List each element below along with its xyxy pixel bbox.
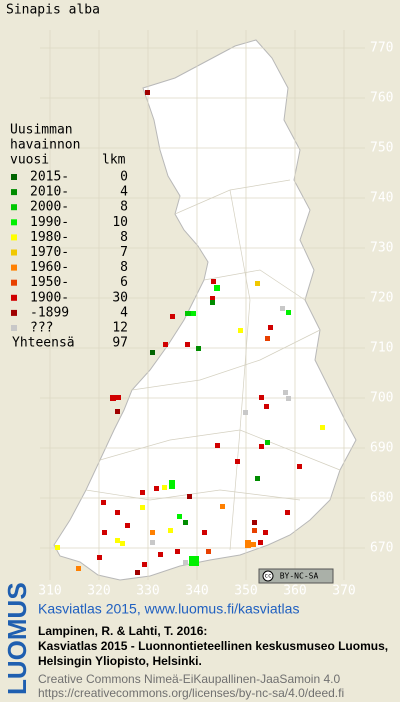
citation: Kasviatlas 2015 - Luonnontieteellinen ke…	[38, 639, 388, 653]
east-label: 350	[234, 584, 257, 599]
legend-total-label: Yhteensä	[12, 336, 75, 351]
license-link[interactable]: https://creativecommons.org/licenses/by-…	[38, 686, 344, 700]
legend-swatch	[11, 234, 17, 241]
legend-heading: havainnon	[10, 138, 80, 153]
legend-count: 4	[120, 185, 128, 200]
region-borders	[85, 179, 341, 551]
north-label: 680	[370, 491, 393, 506]
legend-swatch	[11, 309, 17, 316]
legend-label: 2015-	[30, 170, 69, 185]
north-label: 770	[370, 41, 393, 56]
north-label: 730	[370, 241, 393, 256]
east-label: 330	[136, 584, 159, 599]
legend-swatch	[11, 279, 17, 286]
legend-label: 1980-	[30, 230, 69, 245]
legend-swatch	[11, 174, 17, 180]
north-label: 710	[370, 341, 393, 356]
legend-label: 1990-	[30, 215, 69, 230]
north-label: 760	[370, 91, 393, 106]
finland-outline	[53, 39, 357, 581]
legend-heading: Uusimman	[10, 123, 73, 138]
license-badge: cc BY-NC-SA	[258, 568, 334, 584]
title: Sinapis alba	[6, 3, 100, 18]
legend-count: 10	[112, 215, 128, 230]
legend-count: 0	[120, 170, 128, 185]
east-label: 320	[87, 584, 110, 599]
legend-label: 2000-	[30, 200, 69, 215]
legend-swatch	[11, 189, 17, 196]
logo: LUOMUS	[2, 582, 32, 695]
legend-heading: vuosi	[10, 153, 49, 168]
legend-swatch	[11, 264, 17, 271]
legend-count: 8	[120, 260, 128, 275]
legend-count: 12	[112, 321, 128, 336]
legend-label: 1970-	[30, 245, 69, 260]
legend-swatch	[11, 294, 17, 301]
north-label: 690	[370, 441, 393, 456]
legend-swatch	[11, 219, 17, 226]
citation: Lampinen, R. & Lahti, T. 2016:	[38, 624, 207, 638]
east-label: 370	[332, 584, 355, 599]
legend-swatch	[11, 325, 17, 331]
grid	[40, 30, 365, 580]
legend-label: -1899	[30, 305, 69, 320]
legend-count-heading: lkm	[102, 153, 126, 168]
cc-mark: cc	[264, 573, 272, 580]
legend-count: 6	[120, 275, 128, 290]
east-label: 310	[38, 584, 61, 599]
legend-label: 1900-	[30, 290, 69, 305]
legend-count: 8	[120, 200, 128, 215]
legend-count: 8	[120, 230, 128, 245]
legend-count: 4	[120, 305, 128, 320]
north-label: 670	[370, 541, 393, 556]
north-label: 740	[370, 191, 393, 206]
north-label: 720	[370, 291, 393, 306]
legend-label: 1950-	[30, 275, 69, 290]
legend-swatch	[11, 249, 17, 256]
legend-swatch	[11, 204, 17, 211]
license-badge-text: BY-NC-SA	[280, 572, 319, 581]
legend-label: 1960-	[30, 260, 69, 275]
atlas-link[interactable]: Kasviatlas 2015, www.luomus.fi/kasviatla…	[38, 601, 299, 617]
citation: Helsingin Yliopisto, Helsinki.	[38, 654, 202, 668]
east-label: 340	[185, 584, 208, 599]
legend-label: 2010-	[30, 185, 69, 200]
license: Creative Commons Nimeä-EiKaupallinen-Jaa…	[38, 672, 340, 686]
legend-total: 97	[112, 336, 128, 351]
east-label: 360	[283, 584, 306, 599]
legend-count: 30	[112, 290, 128, 305]
legend-label: ???	[30, 321, 53, 336]
legend-count: 7	[120, 245, 128, 260]
north-label: 700	[370, 391, 393, 406]
observation-squares	[55, 90, 325, 575]
north-label: 750	[370, 141, 393, 156]
